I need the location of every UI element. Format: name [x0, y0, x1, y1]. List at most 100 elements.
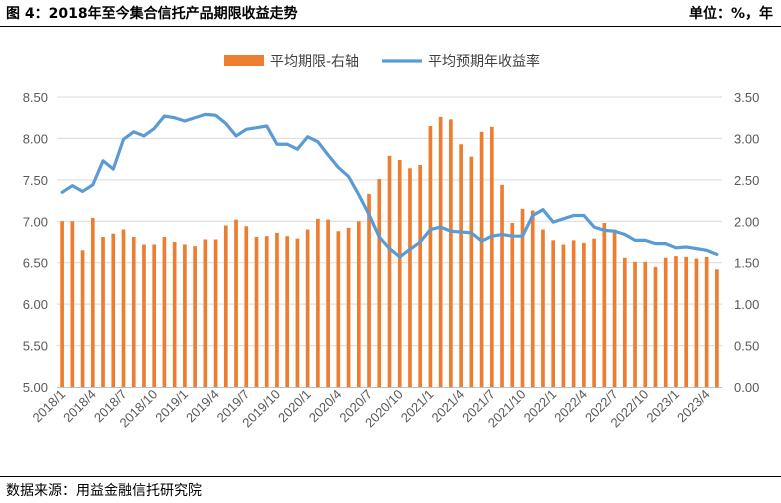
legend: 平均期限-右轴 平均预期年收益率 [224, 53, 540, 70]
bar [285, 236, 290, 387]
bar [295, 238, 300, 387]
bar [674, 256, 678, 387]
x-tick-label: 2021/4 [429, 387, 468, 426]
x-tick-label: 2018/4 [60, 387, 99, 426]
x-tick-label: 2021/1 [398, 387, 437, 426]
combo-chart: 5.00 5.50 6.00 6.50 7.00 7.50 8.00 8.50 0.00 0.5… [23, 53, 760, 430]
x-tick-label: 2020/4 [306, 387, 345, 426]
top-divider [0, 26, 781, 27]
bar [469, 156, 474, 387]
bar [582, 242, 586, 387]
left-tick-label: 6.00 [23, 297, 48, 312]
bar [520, 208, 525, 387]
bar [213, 239, 218, 387]
bar [203, 239, 208, 387]
bar [80, 250, 85, 387]
source-note: 数据来源：用益金融信托研究院 [6, 483, 202, 499]
left-tick-label: 7.50 [23, 173, 48, 188]
bar [438, 116, 443, 387]
bar [70, 221, 75, 387]
bar [356, 221, 361, 387]
bar [111, 233, 116, 387]
x-tick-label: 2022/4 [551, 387, 590, 426]
bar [162, 237, 167, 387]
bar [479, 131, 484, 387]
bar [602, 222, 607, 387]
bar [592, 238, 596, 387]
unit-label: 单位：%，年 [688, 6, 773, 22]
bar [254, 237, 259, 387]
bar [704, 256, 709, 387]
bar [387, 155, 392, 387]
x-tick-label: 2022/1 [521, 387, 560, 426]
header-bar: 图 4：2018年至今集合信托产品期限收益走势 单位：%，年 [0, 0, 781, 26]
left-tick-label: 5.00 [23, 380, 48, 395]
bar [377, 179, 382, 387]
line-series [60, 112, 719, 259]
bar [449, 119, 453, 388]
bar [530, 210, 535, 387]
left-tick-label: 7.00 [23, 214, 48, 229]
bottom-divider [0, 476, 781, 477]
x-axis: 2018/12018/42018/72018/102019/12019/4201… [30, 387, 722, 430]
bar [367, 193, 371, 387]
bar [223, 225, 228, 387]
bar [663, 257, 668, 387]
bar [90, 217, 95, 387]
bar [336, 231, 341, 387]
bar [510, 222, 515, 387]
bar [408, 168, 412, 387]
bar [152, 244, 157, 387]
bar [561, 244, 566, 387]
right-tick-label: 0.00 [734, 380, 759, 395]
left-tick-label: 8.00 [23, 131, 48, 146]
bar [264, 236, 269, 387]
bar [622, 257, 627, 387]
bar [571, 240, 576, 387]
bar [418, 164, 423, 387]
bar [244, 226, 249, 387]
bar [489, 126, 494, 387]
bar [101, 237, 105, 387]
bar [653, 266, 658, 387]
bar [193, 246, 197, 387]
legend-swatch-bar [224, 55, 264, 66]
bar [459, 144, 463, 387]
bar [131, 237, 136, 387]
bar [643, 261, 648, 387]
right-tick-label: 1.00 [734, 297, 759, 312]
bar [326, 219, 330, 387]
right-tick-label: 3.00 [734, 131, 759, 146]
bar [694, 258, 699, 387]
left-tick-label: 6.50 [23, 256, 48, 271]
left-axis: 5.00 5.50 6.00 6.50 7.00 7.50 8.00 8.50 [23, 90, 48, 395]
bar [715, 269, 719, 387]
bar [612, 229, 617, 387]
right-tick-label: 2.00 [734, 214, 759, 229]
bar [397, 159, 402, 387]
bar [305, 229, 310, 387]
left-tick-label: 5.50 [23, 339, 48, 354]
bar [172, 242, 177, 387]
bar [60, 221, 64, 387]
right-axis: 0.00 0.50 1.00 1.50 2.00 2.50 3.00 3.50 [734, 90, 759, 395]
bar [142, 244, 146, 387]
x-tick-label: 2020/1 [275, 387, 314, 426]
bar [183, 244, 187, 387]
right-tick-label: 1.50 [734, 256, 759, 271]
bar [121, 229, 126, 387]
right-tick-label: 2.50 [734, 173, 759, 188]
bar [346, 227, 351, 387]
bar [551, 240, 556, 387]
x-tick-label: 2019/4 [183, 387, 222, 426]
right-tick-label: 0.50 [734, 339, 759, 354]
bar [541, 229, 545, 387]
bar [633, 261, 637, 387]
bar-series [60, 116, 719, 388]
right-tick-label: 3.50 [734, 90, 759, 105]
bar [234, 219, 238, 387]
bar [500, 184, 504, 387]
figure-title: 图 4：2018年至今集合信托产品期限收益走势 [6, 6, 298, 22]
legend-label-line: 平均预期年收益率 [428, 53, 540, 70]
bar [684, 256, 689, 387]
